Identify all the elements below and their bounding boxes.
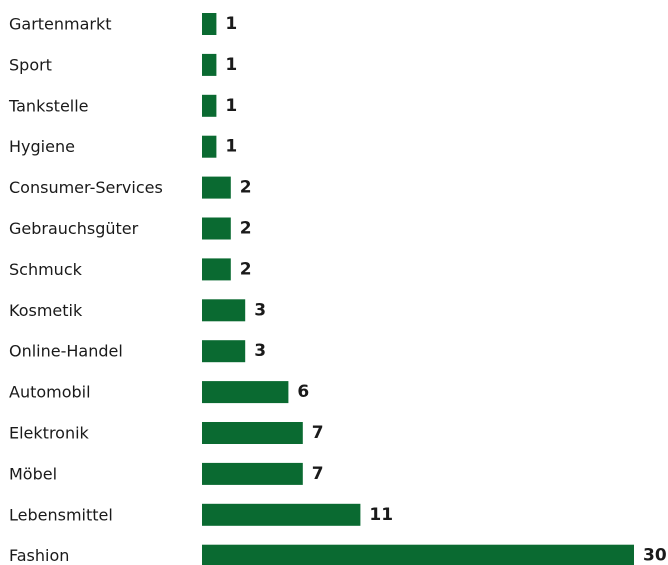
bar <box>202 258 231 281</box>
category-label: Tankstelle <box>8 96 89 115</box>
category-label: Hygiene <box>9 137 75 156</box>
data-label: 11 <box>369 505 393 525</box>
category-label: Sport <box>9 55 52 74</box>
bar <box>202 299 246 322</box>
data-label: 3 <box>254 341 266 361</box>
category-label: Gebrauchsgüter <box>9 219 139 238</box>
data-label: 1 <box>225 55 237 75</box>
bar <box>202 340 246 363</box>
data-label: 7 <box>312 423 324 443</box>
data-label: 2 <box>240 259 252 279</box>
category-label: Elektronik <box>9 424 90 443</box>
bar <box>202 503 361 526</box>
category-label: Gartenmarkt <box>9 15 112 34</box>
category-label: Lebensmittel <box>9 505 113 524</box>
data-label: 1 <box>225 137 237 157</box>
category-label: Möbel <box>9 464 57 483</box>
bar <box>202 135 217 158</box>
data-label: 1 <box>225 96 237 116</box>
category-label: Consumer-Services <box>9 178 163 197</box>
bar <box>202 544 634 565</box>
data-label: 3 <box>254 300 266 320</box>
data-label: 30 <box>643 546 667 565</box>
category-label: Online-Handel <box>9 342 123 361</box>
category-label: Fashion <box>9 546 69 565</box>
bar <box>202 422 303 444</box>
category-label: Schmuck <box>9 260 83 279</box>
bar <box>202 94 217 117</box>
category-label: Kosmetik <box>9 301 83 320</box>
bar <box>202 462 303 485</box>
bar <box>202 381 289 404</box>
data-label: 2 <box>240 219 252 239</box>
data-label: 6 <box>297 382 309 402</box>
data-label: 2 <box>240 178 252 198</box>
bar <box>202 217 231 240</box>
data-label: 7 <box>312 464 324 484</box>
category-label: Automobil <box>9 383 91 402</box>
bar <box>202 13 217 35</box>
data-label: 1 <box>225 14 237 34</box>
bar <box>202 53 217 76</box>
bar <box>202 176 231 199</box>
